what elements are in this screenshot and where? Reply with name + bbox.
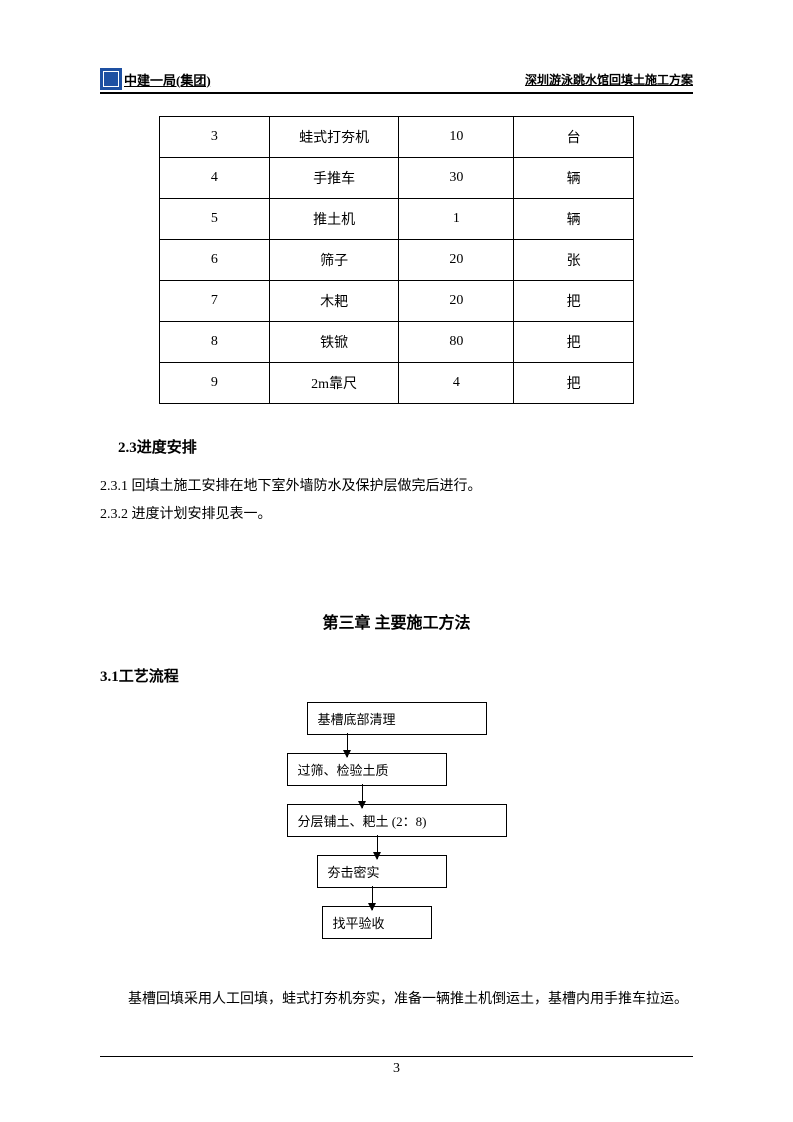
page-header: 中建一局(集团) 深圳游泳跳水馆回填土施工方案 <box>100 68 693 94</box>
table-cell: 台 <box>514 117 634 158</box>
table-cell: 30 <box>399 158 514 199</box>
table-cell: 辆 <box>514 158 634 199</box>
table-cell: 9 <box>160 363 270 404</box>
table-cell: 筛子 <box>269 240 399 281</box>
flow-step-5: 找平验收 <box>322 906 432 939</box>
table-cell: 1 <box>399 199 514 240</box>
header-left: 中建一局(集团) <box>100 68 211 90</box>
table-cell: 辆 <box>514 199 634 240</box>
flow-arrow <box>267 786 527 804</box>
table-cell: 蛙式打夯机 <box>269 117 399 158</box>
table-cell: 20 <box>399 240 514 281</box>
flow-arrow <box>267 837 527 855</box>
table-cell: 10 <box>399 117 514 158</box>
table-row: 4 手推车 30 辆 <box>160 158 634 199</box>
table-cell: 把 <box>514 281 634 322</box>
flow-arrow <box>267 735 527 753</box>
page-number: 3 <box>100 1056 693 1077</box>
equipment-table: 3 蛙式打夯机 10 台 4 手推车 30 辆 5 推土机 1 辆 6 筛子 2… <box>159 116 634 404</box>
section-3-1-heading: 3.1工艺流程 <box>100 665 693 686</box>
table-cell: 8 <box>160 322 270 363</box>
section-2-3-2-text: 2.3.2 进度计划安排见表一。 <box>100 501 693 529</box>
table-cell: 铁锨 <box>269 322 399 363</box>
table-cell: 把 <box>514 363 634 404</box>
table-row: 3 蛙式打夯机 10 台 <box>160 117 634 158</box>
table-row: 5 推土机 1 辆 <box>160 199 634 240</box>
table-cell: 张 <box>514 240 634 281</box>
flow-arrow <box>267 888 527 906</box>
table-cell: 木耙 <box>269 281 399 322</box>
table-cell: 4 <box>399 363 514 404</box>
flow-step-3: 分层铺土、耙土 (2：8) <box>287 804 507 837</box>
table-cell: 80 <box>399 322 514 363</box>
flow-step-2: 过筛、检验土质 <box>287 753 447 786</box>
chapter-3-body-text: 基槽回填采用人工回填，蛙式打夯机夯实，准备一辆推土机倒运土，基槽内用手推车拉运。 <box>100 987 693 1012</box>
table-cell: 20 <box>399 281 514 322</box>
table-row: 8 铁锨 80 把 <box>160 322 634 363</box>
table-row: 6 筛子 20 张 <box>160 240 634 281</box>
table-cell: 6 <box>160 240 270 281</box>
flow-step-4: 夯击密实 <box>317 855 447 888</box>
company-name: 中建一局(集团) <box>124 70 211 89</box>
table-cell: 2m靠尺 <box>269 363 399 404</box>
table-cell: 4 <box>160 158 270 199</box>
table-cell: 推土机 <box>269 199 399 240</box>
table-cell: 7 <box>160 281 270 322</box>
table-cell: 手推车 <box>269 158 399 199</box>
flow-step-1: 基槽底部清理 <box>307 702 487 735</box>
section-2-3-1-text: 2.3.1 回填土施工安排在地下室外墙防水及保护层做完后进行。 <box>100 473 693 501</box>
section-2-3-heading: 2.3进度安排 <box>118 436 693 457</box>
chapter-3-title: 第三章 主要施工方法 <box>100 609 693 633</box>
table-row: 7 木耙 20 把 <box>160 281 634 322</box>
company-logo-icon <box>100 68 122 90</box>
process-flowchart: 基槽底部清理 过筛、检验土质 分层铺土、耙土 (2：8) 夯击密实 找平验收 <box>267 702 527 939</box>
document-title: 深圳游泳跳水馆回填土施工方案 <box>525 71 693 88</box>
table-cell: 5 <box>160 199 270 240</box>
table-row: 9 2m靠尺 4 把 <box>160 363 634 404</box>
table-cell: 把 <box>514 322 634 363</box>
table-cell: 3 <box>160 117 270 158</box>
